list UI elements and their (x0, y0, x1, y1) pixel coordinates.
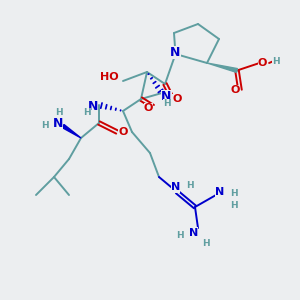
Text: H: H (230, 201, 238, 210)
Text: N: N (171, 182, 180, 193)
Text: HO: HO (100, 71, 119, 82)
Text: H: H (202, 238, 209, 247)
Polygon shape (207, 63, 238, 72)
Text: H: H (163, 99, 170, 108)
Polygon shape (62, 124, 81, 138)
Text: H: H (176, 231, 184, 240)
Text: O: O (118, 127, 128, 137)
Text: N: N (88, 100, 98, 113)
Text: O: O (144, 103, 153, 113)
Text: H: H (272, 57, 280, 66)
Text: O: O (172, 94, 182, 104)
Text: H: H (186, 182, 194, 190)
Text: O: O (258, 58, 267, 68)
Text: H: H (83, 108, 91, 117)
Text: H: H (230, 189, 238, 198)
Text: N: N (215, 187, 224, 197)
Text: H: H (55, 108, 62, 117)
Text: O: O (231, 85, 240, 95)
Text: N: N (170, 46, 181, 59)
Text: N: N (52, 117, 63, 130)
Text: H: H (41, 121, 49, 130)
Text: N: N (161, 90, 172, 103)
Text: N: N (189, 227, 198, 238)
